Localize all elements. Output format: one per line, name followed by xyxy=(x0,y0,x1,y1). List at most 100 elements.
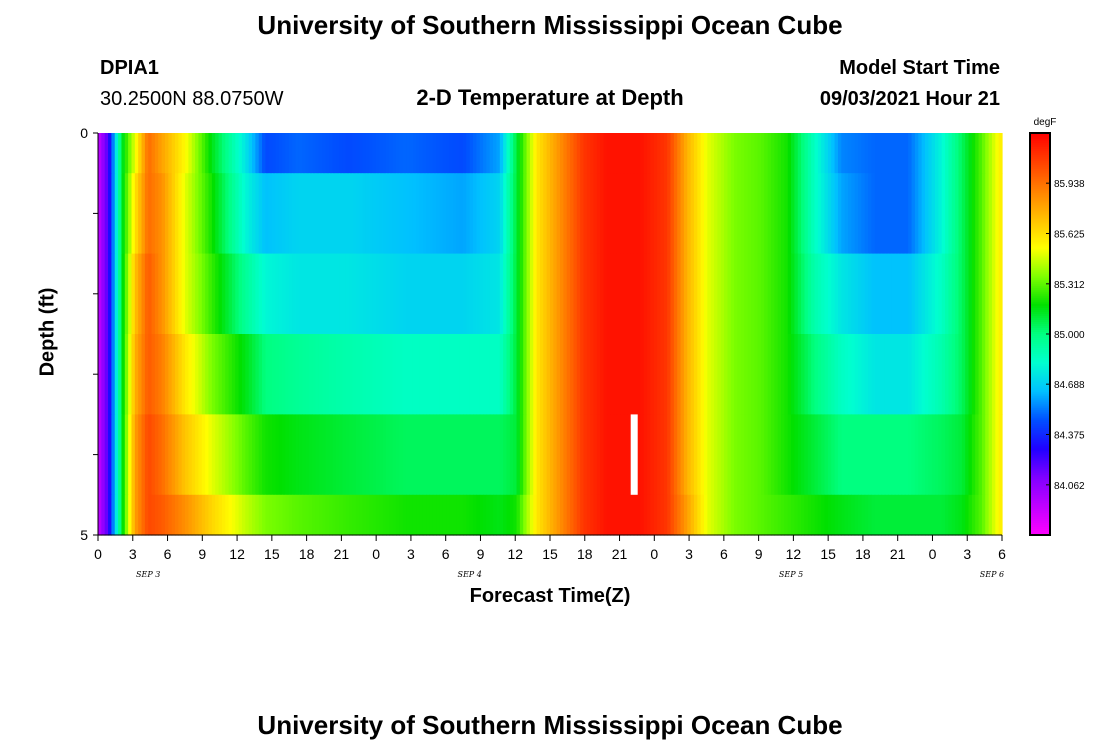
heatmap-cell xyxy=(657,253,662,335)
heatmap-cell xyxy=(302,253,307,335)
heatmap-cell xyxy=(941,133,946,174)
heatmap-cell xyxy=(637,494,641,536)
heatmap-cell xyxy=(302,173,307,255)
heatmap-cell xyxy=(295,133,300,174)
colorbar-segment xyxy=(1030,311,1050,315)
colorbar-segment xyxy=(1030,378,1050,381)
heatmap-cell xyxy=(606,253,611,335)
heatmap-cell xyxy=(750,253,755,335)
heatmap-cell xyxy=(821,133,826,174)
heatmap-cell xyxy=(613,494,618,536)
heatmap-cell xyxy=(228,334,233,415)
colorbar-segment xyxy=(1030,253,1050,257)
x-tick-label: 9 xyxy=(198,546,206,562)
heatmap-cell xyxy=(158,133,163,174)
heatmap-cell xyxy=(205,334,210,415)
colorbar-segment xyxy=(1030,380,1050,383)
heatmap-cell xyxy=(797,133,802,174)
heatmap-cell xyxy=(603,253,608,335)
heatmap-cell xyxy=(556,133,561,174)
heatmap-cell xyxy=(546,414,551,496)
colorbar-segment xyxy=(1030,199,1050,202)
heatmap-cell xyxy=(529,494,534,536)
heatmap-cell xyxy=(560,414,564,496)
heatmap-cell xyxy=(409,173,414,255)
heatmap-cell xyxy=(931,253,936,335)
heatmap-cell xyxy=(653,253,658,335)
colorbar-segment xyxy=(1030,303,1050,307)
heatmap-cell xyxy=(104,334,109,415)
colorbar-segment xyxy=(1030,257,1050,261)
colorbar-segment xyxy=(1030,492,1050,496)
heatmap-cell xyxy=(687,414,692,496)
heatmap-cell xyxy=(392,133,397,174)
heatmap-cell xyxy=(955,173,960,255)
heatmap-cell xyxy=(499,494,504,536)
heatmap-cell xyxy=(928,494,933,536)
heatmap-cell xyxy=(241,494,246,536)
heatmap-cell xyxy=(767,133,772,174)
heatmap-cell xyxy=(426,334,431,415)
heatmap-cell xyxy=(955,334,960,415)
heatmap-cell xyxy=(998,494,1003,536)
heatmap-cell xyxy=(928,173,933,255)
colorbar-segment xyxy=(1030,376,1050,379)
heatmap-cell xyxy=(556,494,561,536)
heatmap-cell xyxy=(225,133,230,174)
heatmap-cell xyxy=(429,133,434,174)
heatmap-cell xyxy=(523,494,528,536)
heatmap-cell xyxy=(151,133,156,174)
x-tick-label: 0 xyxy=(94,546,102,562)
heatmap-cell xyxy=(965,494,970,536)
heatmap-cell xyxy=(205,414,210,496)
heatmap-cell xyxy=(948,253,953,335)
heatmap-cell xyxy=(339,133,344,174)
heatmap-cell xyxy=(677,414,682,496)
heatmap-cell xyxy=(533,334,538,415)
heatmap-cell xyxy=(874,253,879,335)
heatmap-cell xyxy=(553,494,558,536)
heatmap-cell xyxy=(442,133,447,174)
heatmap-cell xyxy=(797,253,802,335)
heatmap-cell xyxy=(131,173,136,255)
heatmap-cell xyxy=(690,494,695,536)
heatmap-cell xyxy=(395,334,400,415)
heatmap-cell xyxy=(995,334,1000,415)
colorbar-segment xyxy=(1030,526,1050,530)
heatmap-cell xyxy=(349,173,354,255)
colorbar-segment xyxy=(1030,247,1050,251)
heatmap-cell xyxy=(312,414,317,496)
heatmap-cell xyxy=(613,253,618,335)
colorbar-segment xyxy=(1030,175,1050,178)
heatmap-cell xyxy=(858,253,862,335)
heatmap-cell xyxy=(935,133,939,174)
heatmap-cell xyxy=(794,414,799,496)
heatmap-cell xyxy=(714,494,719,536)
colorbar-segment xyxy=(1030,309,1050,313)
heatmap-cell xyxy=(128,334,133,415)
heatmap-cell xyxy=(154,334,159,415)
heatmap-cell xyxy=(138,173,143,255)
heatmap-cell xyxy=(128,494,133,536)
heatmap-cell xyxy=(844,253,849,335)
heatmap-cell xyxy=(961,253,966,335)
heatmap-cell xyxy=(858,173,862,255)
heatmap-cell xyxy=(114,334,119,415)
heatmap-cell xyxy=(292,494,297,536)
heatmap-cell xyxy=(526,414,531,496)
colorbar-segment xyxy=(1030,440,1050,444)
heatmap-cell xyxy=(891,494,896,536)
colorbar-segment xyxy=(1030,344,1050,347)
heatmap-cell xyxy=(108,334,112,415)
heatmap-cell xyxy=(948,334,953,415)
heatmap-cell xyxy=(550,133,554,174)
heatmap-cell xyxy=(245,133,250,174)
heatmap-cell xyxy=(516,253,521,335)
heatmap-cell xyxy=(824,173,829,255)
heatmap-cell xyxy=(610,334,615,415)
heatmap-cell xyxy=(901,133,906,174)
heatmap-cell xyxy=(372,173,377,255)
colorbar-segment xyxy=(1030,504,1050,508)
heatmap-cell xyxy=(935,334,939,415)
colorbar-segment xyxy=(1030,482,1050,486)
